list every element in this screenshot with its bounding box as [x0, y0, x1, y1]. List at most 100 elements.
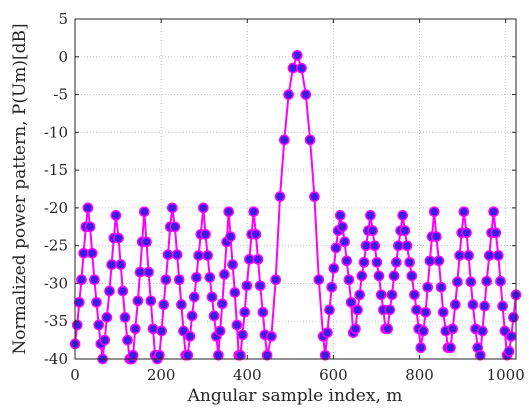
data-point [477, 325, 488, 337]
series [69, 49, 522, 365]
data-point [341, 255, 353, 267]
data-point [474, 349, 486, 361]
data-point [330, 242, 342, 254]
data-point [235, 349, 246, 361]
data-point [481, 275, 493, 287]
data-point [449, 299, 461, 310]
data-point [492, 250, 504, 261]
y-axis-label: Normalized power pattern, P(Um)[dB] [10, 23, 30, 354]
data-point [127, 349, 139, 361]
data-point [119, 312, 131, 323]
data-point [283, 89, 294, 100]
data-point [244, 253, 255, 265]
y-tick-label: -35 [44, 312, 68, 330]
data-point [375, 289, 387, 301]
data-point [225, 231, 236, 242]
data-point [495, 275, 506, 287]
data-point [252, 253, 264, 265]
data-point [465, 276, 477, 288]
data-point [257, 306, 269, 318]
data-point [91, 296, 102, 308]
data-point [337, 221, 348, 233]
data-point [261, 349, 273, 361]
data-point [101, 312, 113, 323]
data-point [171, 249, 183, 261]
data-point [358, 256, 370, 268]
data-point [369, 240, 381, 252]
x-tick-label: 1000 [487, 366, 525, 384]
data-point [223, 206, 235, 218]
y-tick-label: -40 [44, 350, 68, 368]
data-point [141, 236, 152, 248]
data-point [356, 270, 368, 282]
data-point [154, 349, 165, 361]
data-point [200, 228, 211, 240]
data-point [237, 329, 248, 341]
data-point [219, 269, 230, 280]
data-point [188, 291, 200, 303]
data-point [213, 349, 224, 361]
data-point [324, 304, 335, 316]
data-point [86, 247, 98, 259]
data-point [193, 250, 204, 261]
data-point [254, 280, 266, 292]
data-point [231, 319, 243, 331]
x-tick-label: 0 [70, 366, 80, 384]
data-point [319, 349, 331, 361]
data-point [202, 250, 213, 261]
data-point [76, 274, 87, 286]
data-point [270, 274, 282, 286]
data-point [313, 274, 325, 286]
y-tick-label: -5 [53, 86, 68, 104]
data-point [435, 281, 447, 293]
data-point [339, 236, 350, 248]
data-point [488, 206, 499, 218]
data-point [278, 134, 290, 146]
data-point [447, 323, 459, 335]
data-point [206, 291, 218, 303]
data-point [454, 250, 465, 261]
data-point [227, 259, 238, 270]
data-point [122, 334, 133, 346]
data-point [393, 240, 404, 252]
x-tick-label: 200 [147, 366, 176, 384]
data-point [367, 225, 378, 236]
data-point [322, 327, 333, 338]
data-point [406, 270, 418, 282]
y-tick-label: -15 [44, 161, 68, 179]
data-point [106, 259, 117, 270]
data-point [503, 346, 515, 357]
data-point [117, 285, 129, 297]
plot-frame [74, 18, 517, 360]
data-point [129, 323, 141, 335]
data-point [458, 206, 470, 218]
data-point [216, 298, 228, 310]
data-point [89, 274, 100, 286]
data-point [176, 299, 187, 310]
data-point [401, 240, 413, 252]
data-point [430, 231, 442, 242]
data-point [437, 306, 449, 318]
data-point [250, 228, 262, 240]
data-point [191, 272, 202, 283]
data-point [463, 250, 474, 261]
data-point [490, 227, 502, 239]
data-point [158, 299, 170, 310]
data-point [343, 274, 355, 286]
data-point [409, 289, 420, 301]
data-point [388, 270, 400, 282]
data-point [296, 62, 307, 74]
data-point [371, 256, 383, 268]
data-point [404, 256, 415, 268]
data-point [239, 306, 251, 318]
series-line [74, 54, 517, 360]
axes: 0 200 400 600 800 1000 5 0 -5 -10 -15 -20 -25 -30 -35 -… [44, 10, 525, 384]
data-point [418, 325, 429, 337]
y-tick-label: -20 [44, 199, 68, 217]
x-tick-label: 800 [405, 366, 434, 384]
data-point [248, 206, 260, 218]
y-tick-label: 0 [58, 48, 68, 66]
data-point [479, 300, 490, 312]
data-point [386, 289, 398, 301]
data-point [373, 270, 385, 282]
